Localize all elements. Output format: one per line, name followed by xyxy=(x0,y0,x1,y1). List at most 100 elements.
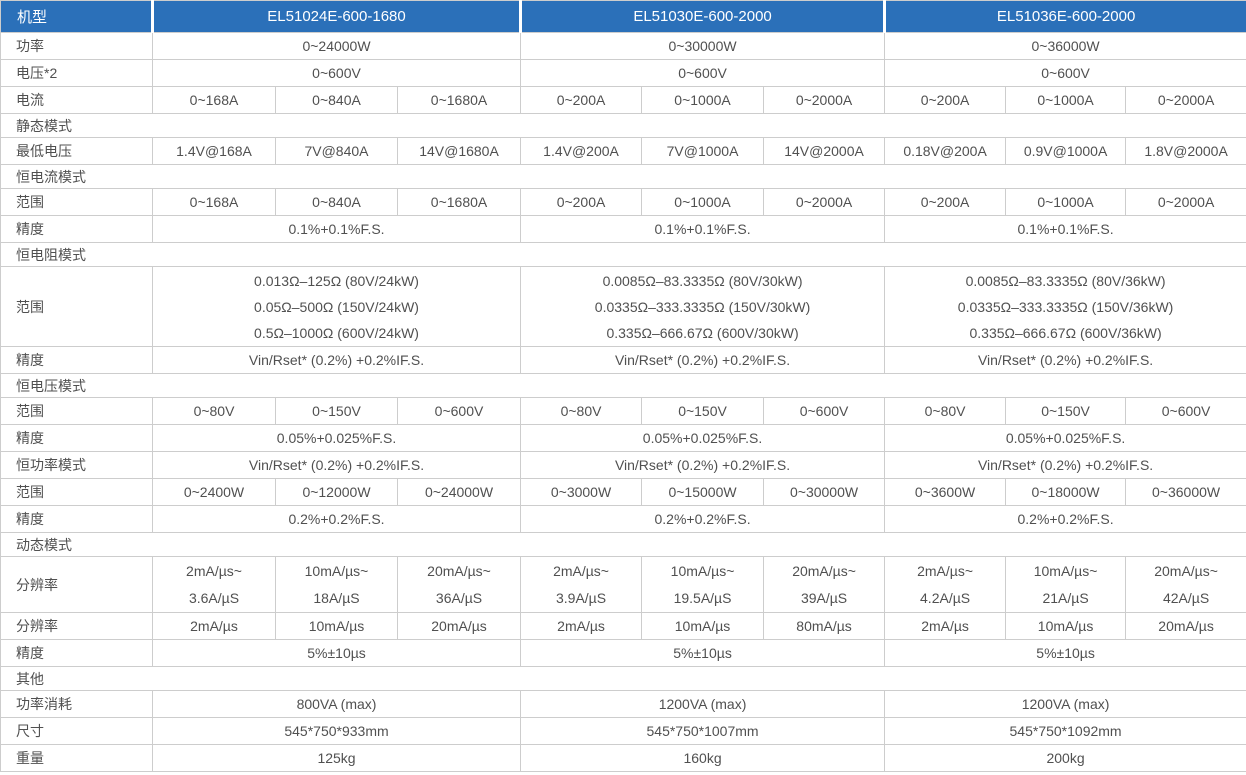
spec-cell: 0~200A xyxy=(884,86,1007,114)
spec-cell: Vin/Rset* (0.2%) +0.2%IF.S. xyxy=(151,346,522,374)
row-label: 分辨率 xyxy=(0,556,153,613)
spec-cell: 0~12000W xyxy=(275,478,398,506)
section-label: 其他 xyxy=(0,666,1246,691)
spec-cell: 0.05%+0.025%F.S. xyxy=(151,424,522,452)
spec-cell: 0.05%+0.025%F.S. xyxy=(884,424,1246,452)
spec-cell: 0~2400W xyxy=(152,478,276,506)
spec-cell: 0~1680A xyxy=(396,188,522,216)
spec-cell: 160kg xyxy=(520,744,886,772)
row-label: 功率消耗 xyxy=(0,690,153,718)
spec-cell: 2mA/µs xyxy=(884,612,1007,640)
spec-cell: 0.9V@1000A xyxy=(1005,137,1127,165)
row-dynamic-accuracy: 精度 5%±10µs 5%±10µs 5%±10µs xyxy=(0,639,1246,667)
row-consumption: 功率消耗 800VA (max) 1200VA (max) 1200VA (ma… xyxy=(0,690,1246,718)
spec-cell: 10mA/µs xyxy=(275,612,398,640)
spec-cell: 0~36000W xyxy=(884,32,1246,60)
row-cr-range: 范围 0.013Ω–125Ω (80V/24kW) 0.05Ω–500Ω (15… xyxy=(0,266,1246,347)
spec-cell: 2mA/µs xyxy=(152,612,276,640)
row-label: 精度 xyxy=(0,505,153,533)
spec-cell: 125kg xyxy=(151,744,522,772)
spec-cell: 20mA/µs xyxy=(1125,612,1246,640)
section-static-mode: 静态模式 xyxy=(0,113,1246,138)
row-label: 重量 xyxy=(0,744,153,772)
spec-cell: 1200VA (max) xyxy=(520,690,886,718)
spec-cell: 2mA/µs~ 4.2A/µS xyxy=(884,556,1007,613)
spec-cell: 2mA/µs~ 3.9A/µS xyxy=(520,556,643,613)
spec-cell: 0.013Ω–125Ω (80V/24kW) 0.05Ω–500Ω (150V/… xyxy=(151,266,522,347)
row-power: 功率 0~24000W 0~30000W 0~36000W xyxy=(0,32,1246,60)
spec-cell: 10mA/µs~ 18A/µS xyxy=(275,556,398,613)
spec-cell: 0~150V xyxy=(275,397,398,425)
row-cc-accuracy: 精度 0.1%+0.1%F.S. 0.1%+0.1%F.S. 0.1%+0.1%… xyxy=(0,215,1246,243)
spec-cell: 0~80V xyxy=(520,397,643,425)
row-cv-accuracy: 精度 0.05%+0.025%F.S. 0.05%+0.025%F.S. 0.0… xyxy=(0,424,1246,452)
spec-cell: 5%±10µs xyxy=(520,639,886,667)
spec-cell: 0~24000W xyxy=(151,32,522,60)
spec-cell: 5%±10µs xyxy=(884,639,1246,667)
row-cv-range: 范围 0~80V 0~150V 0~600V 0~80V 0~150V 0~60… xyxy=(0,397,1246,425)
spec-cell: 2mA/µs xyxy=(520,612,643,640)
row-label: 范围 xyxy=(0,397,153,425)
spec-cell: 0~1680A xyxy=(396,86,522,114)
spec-cell: 0~3000W xyxy=(520,478,643,506)
spec-cell: 0~840A xyxy=(275,188,398,216)
spec-cell: 1.8V@2000A xyxy=(1125,137,1246,165)
spec-cell: 0~30000W xyxy=(763,478,886,506)
spec-cell: 2mA/µs~ 3.6A/µS xyxy=(152,556,276,613)
row-cr-accuracy: 精度 Vin/Rset* (0.2%) +0.2%IF.S. Vin/Rset*… xyxy=(0,346,1246,374)
spec-cell: 0~18000W xyxy=(1005,478,1127,506)
row-weight: 重量 125kg 160kg 200kg xyxy=(0,744,1246,772)
spec-cell: 0~1000A xyxy=(1005,86,1127,114)
row-label: 精度 xyxy=(0,346,153,374)
spec-cell: 14V@2000A xyxy=(763,137,886,165)
spec-cell: 20mA/µs~ 39A/µS xyxy=(763,556,886,613)
spec-cell: Vin/Rset* (0.2%) +0.2%IF.S. xyxy=(884,451,1246,479)
spec-cell: 0.2%+0.2%F.S. xyxy=(520,505,886,533)
spec-cell: 1.4V@168A xyxy=(152,137,276,165)
spec-cell: 20mA/µs~ 42A/µS xyxy=(1125,556,1246,613)
section-label: 恒电压模式 xyxy=(0,373,1246,398)
spec-cell: 0.2%+0.2%F.S. xyxy=(151,505,522,533)
spec-cell: 0~15000W xyxy=(641,478,765,506)
row-label: 范围 xyxy=(0,266,153,347)
row-label: 最低电压 xyxy=(0,137,153,165)
section-label: 恒电阻模式 xyxy=(0,242,1246,267)
spec-cell: Vin/Rset* (0.2%) +0.2%IF.S. xyxy=(520,346,886,374)
spec-cell: 0~840A xyxy=(275,86,398,114)
spec-cell: 0.1%+0.1%F.S. xyxy=(151,215,522,243)
spec-cell: 7V@1000A xyxy=(641,137,765,165)
spec-cell: 80mA/µs xyxy=(763,612,886,640)
row-cp-range: 范围 0~2400W 0~12000W 0~24000W 0~3000W 0~1… xyxy=(0,478,1246,506)
spec-cell: 0~150V xyxy=(641,397,765,425)
spec-cell: 0.0085Ω–83.3335Ω (80V/36kW) 0.0335Ω–333.… xyxy=(884,266,1246,347)
row-label: 范围 xyxy=(0,188,153,216)
section-label: 静态模式 xyxy=(0,113,1246,138)
spec-cell: 0~600V xyxy=(151,59,522,87)
spec-cell: 0~600V xyxy=(1125,397,1246,425)
spec-cell: 10mA/µs~ 19.5A/µS xyxy=(641,556,765,613)
spec-cell: 200kg xyxy=(884,744,1246,772)
spec-cell: 0~1000A xyxy=(1005,188,1127,216)
spec-cell: 7V@840A xyxy=(275,137,398,165)
spec-cell: 14V@1680A xyxy=(396,137,522,165)
row-resolution: 分辨率 2mA/µs 10mA/µs 20mA/µs 2mA/µs 10mA/µ… xyxy=(0,612,1246,640)
spec-cell: 5%±10µs xyxy=(151,639,522,667)
row-cp-accuracy: 精度 0.2%+0.2%F.S. 0.2%+0.2%F.S. 0.2%+0.2%… xyxy=(0,505,1246,533)
row-label: 电流 xyxy=(0,86,153,114)
spec-cell: 20mA/µs xyxy=(396,612,522,640)
row-label: 精度 xyxy=(0,215,153,243)
spec-cell: 0~36000W xyxy=(1125,478,1246,506)
spec-cell: 0.1%+0.1%F.S. xyxy=(884,215,1246,243)
spec-cell: Vin/Rset* (0.2%) +0.2%IF.S. xyxy=(884,346,1246,374)
row-dimensions: 尺寸 545*750*933mm 545*750*1007mm 545*750*… xyxy=(0,717,1246,745)
header-model-2: EL51030E-600-2000 xyxy=(519,0,886,33)
row-label: 尺寸 xyxy=(0,717,153,745)
spec-cell: Vin/Rset* (0.2%) +0.2%IF.S. xyxy=(520,451,886,479)
row-label: 精度 xyxy=(0,424,153,452)
table-header-row: 机型 EL51024E-600-1680 EL51030E-600-2000 E… xyxy=(0,0,1246,33)
spec-cell: 0~1000A xyxy=(641,188,765,216)
spec-cell: 0~24000W xyxy=(396,478,522,506)
spec-cell: 0.0085Ω–83.3335Ω (80V/30kW) 0.0335Ω–333.… xyxy=(520,266,886,347)
section-cv-mode: 恒电压模式 xyxy=(0,373,1246,398)
